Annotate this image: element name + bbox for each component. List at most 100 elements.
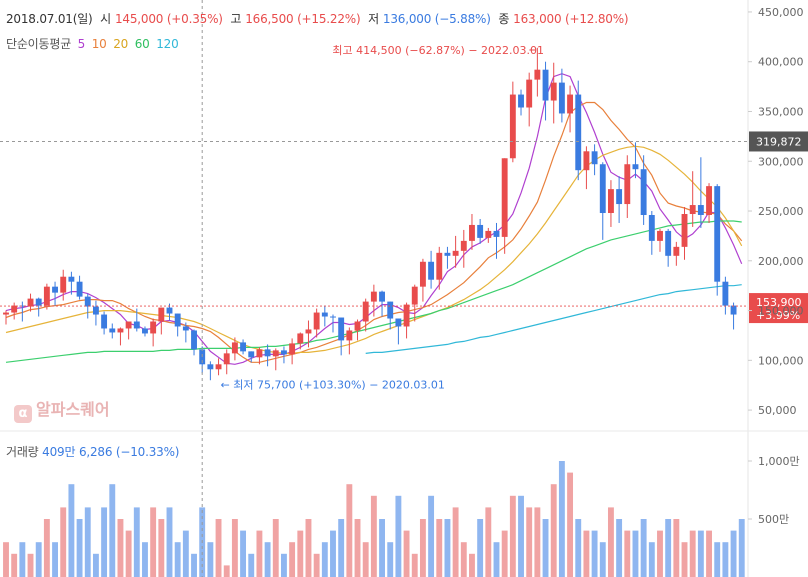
volume-bar [362, 542, 369, 577]
volume-bar [182, 530, 189, 577]
ma-legend-5: 5 [77, 37, 86, 51]
volume-bar [133, 507, 140, 577]
volume-bar [35, 542, 42, 577]
candle [419, 258, 426, 302]
candle-body [673, 246, 680, 256]
price-tick-label: 400,000 [758, 56, 804, 69]
candle-body [730, 305, 737, 315]
price-tick-label: 350,000 [758, 105, 804, 118]
candle-body [68, 276, 75, 282]
volume-bar [223, 565, 230, 577]
volume-bar [607, 507, 614, 577]
candle [52, 281, 58, 306]
volume-bar [281, 553, 287, 577]
candle [92, 300, 99, 326]
candle [76, 275, 83, 300]
candle-body [526, 79, 533, 108]
volume-bar [387, 542, 394, 577]
close-value: 163,000 (+12.80%) [513, 12, 629, 26]
candle-body [485, 230, 492, 238]
candle [174, 313, 181, 337]
volume-bar [452, 507, 459, 577]
candle [599, 162, 606, 240]
candle-body [313, 312, 320, 330]
ma-legend-60: 60 [134, 37, 150, 51]
candle [607, 180, 614, 227]
volume-bar [19, 542, 26, 577]
candle-body [640, 169, 647, 215]
candle-body [109, 328, 116, 333]
candle [272, 348, 279, 371]
candle [460, 229, 467, 268]
volume-bar [689, 530, 696, 577]
moving-average-lines [5, 73, 743, 365]
candle [125, 321, 132, 340]
candle [370, 284, 377, 317]
high-value: 166,500 (+15.22%) [245, 12, 361, 26]
candle-body [297, 333, 304, 344]
candle-body [419, 261, 426, 287]
candle-body [607, 189, 614, 214]
candle [534, 47, 541, 97]
ma120-line [365, 284, 742, 354]
candle [182, 322, 189, 343]
candle [681, 207, 688, 260]
candle-body [338, 317, 345, 341]
volume-bars [3, 461, 745, 577]
header-date: 2018.07.01(일) [6, 12, 93, 26]
candle-body [689, 205, 696, 215]
candle [68, 271, 75, 295]
candle [297, 332, 304, 350]
candle-body [395, 318, 402, 327]
candle [346, 327, 353, 355]
candle-body [256, 349, 263, 358]
candle-body [469, 224, 475, 241]
candle [158, 307, 165, 335]
volume-bar [109, 484, 116, 577]
candle [558, 68, 565, 123]
candle [223, 349, 230, 375]
candle-body [11, 305, 18, 313]
volume-bar [665, 519, 672, 577]
volume-bar [11, 553, 18, 577]
candle [313, 308, 320, 338]
volume-bar [379, 519, 385, 577]
candle [207, 361, 214, 381]
volume-bar [706, 530, 712, 577]
volume-bar [567, 472, 574, 577]
candle [231, 337, 238, 361]
candle-body [616, 189, 623, 205]
candle [35, 297, 42, 317]
ma-legend[interactable]: 단순이동평균 5 10 20 60 120 [6, 35, 182, 52]
candle-body [346, 330, 353, 341]
candle [240, 339, 247, 355]
current-price-label: 153,900 [756, 296, 802, 309]
candle-body [150, 321, 157, 334]
volume-bar [469, 553, 475, 577]
volume-legend-title: 거래량 [6, 445, 39, 459]
candle-body [272, 350, 279, 357]
candle [697, 157, 704, 228]
candle [706, 183, 712, 223]
candle-body [665, 230, 672, 256]
candle [362, 298, 369, 332]
candle-body [321, 312, 328, 317]
current-price-tag [749, 293, 808, 324]
candle [616, 176, 623, 223]
candle-body [142, 328, 148, 334]
candle [428, 250, 435, 289]
ohlc-header: 2018.07.01(일) 시 145,000 (+0.35%) 고 166,500… [6, 10, 632, 27]
volume-bar [264, 542, 271, 577]
open-label: 시 [100, 12, 111, 26]
price-tick-label: 250,000 [758, 205, 804, 218]
candle [11, 302, 18, 320]
candle-body [117, 328, 124, 333]
volume-bar [436, 519, 443, 577]
volume-bar [477, 519, 484, 577]
price-tick-label: 50,000 [758, 404, 797, 417]
crosshair-price-label: 319,872 [756, 135, 802, 148]
volume-bar [485, 507, 492, 577]
volume-bar [542, 519, 549, 577]
candle [305, 320, 312, 348]
